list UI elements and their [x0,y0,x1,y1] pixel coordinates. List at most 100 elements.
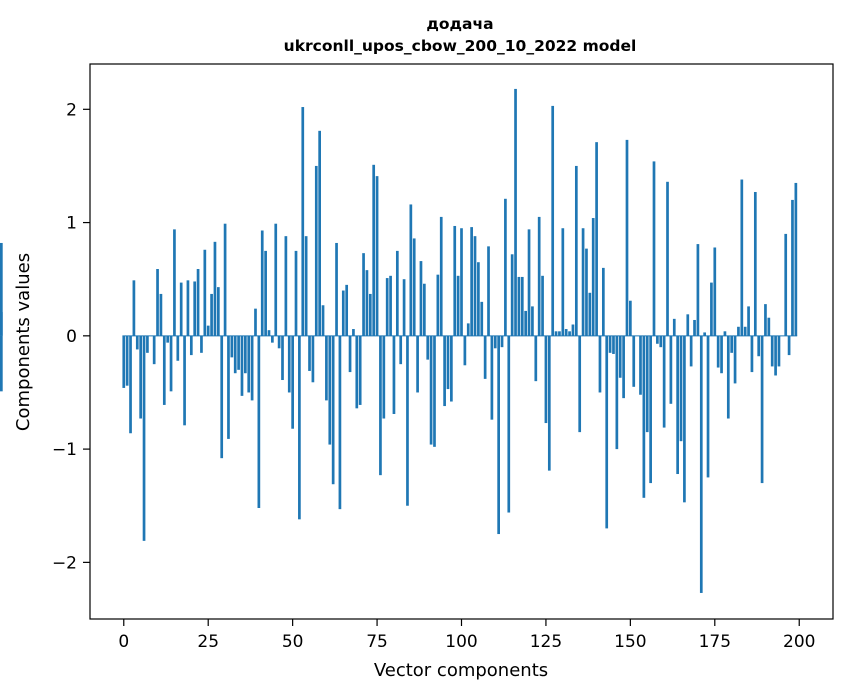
bar [656,335,659,344]
bar [179,282,183,336]
bar [429,335,433,445]
y-tick-label: −1 [52,440,77,460]
bar [477,262,480,336]
bar [787,335,791,356]
bar [135,335,139,350]
bar [473,236,477,336]
bar [433,335,436,447]
bar [220,335,224,459]
bar [595,142,598,336]
bar [723,331,727,336]
bar [176,335,180,361]
bar [139,335,143,419]
bar [0,335,3,392]
bar [402,279,406,336]
bar [395,250,399,336]
bar [659,335,663,348]
bar [237,335,240,370]
bar [189,335,193,356]
chart-title: додача [426,15,493,33]
bar [240,335,244,396]
bar [416,335,419,393]
bar [578,335,582,433]
x-tick-label: 0 [118,632,129,652]
bar [213,241,217,336]
bar [250,335,254,401]
bar [466,323,470,336]
bar [730,335,734,353]
bar [247,335,251,393]
bar [547,335,551,471]
bar [510,254,514,336]
bar [328,335,332,445]
bar [159,293,163,336]
bar [710,282,713,336]
bar [463,335,467,366]
bar [274,223,278,336]
bar [726,335,730,419]
bar [561,228,565,336]
bar [271,335,274,343]
bar [598,335,602,393]
bar [314,165,318,336]
bar [672,318,676,336]
bar [132,280,136,336]
bar [372,164,376,336]
bar [439,216,443,336]
bar [389,275,392,336]
bar [169,335,173,392]
bar [537,216,541,336]
bar [527,229,531,336]
bar [443,335,446,407]
bar [325,335,328,401]
bar [230,335,234,358]
bar [412,238,416,336]
x-tick-label: 200 [783,632,815,652]
bar [358,335,362,405]
y-tick-label: 2 [66,100,77,120]
bar [713,247,717,336]
bar [186,280,190,336]
bar [308,335,311,371]
bar [146,335,149,353]
bar [281,335,284,381]
bar [767,317,771,336]
bar [642,335,646,498]
bar [406,335,409,506]
bar [291,335,294,429]
bar [605,335,609,529]
bar [470,227,473,336]
bar [379,335,382,476]
bar [517,276,521,336]
bar [348,335,352,373]
bar [760,335,764,484]
bar [341,290,345,336]
bar [693,319,696,336]
y-tick-label: 1 [66,214,77,234]
x-tick-label: 50 [282,632,304,652]
bar [331,335,335,485]
bar [260,230,264,336]
bar [335,242,338,336]
bar [554,331,558,336]
bar [450,335,453,402]
bar [601,267,605,336]
bar [203,249,207,336]
bar [500,335,504,348]
bar [125,335,129,386]
bar [419,261,423,336]
bar [156,269,159,336]
x-tick-label: 75 [366,632,388,652]
bar [544,335,548,424]
bar [794,182,798,336]
bar [774,335,777,376]
y-tick-label: −2 [52,553,77,573]
bar [743,326,747,336]
bar [206,325,210,336]
x-tick-label: 150 [614,632,646,652]
bar [639,335,642,395]
x-tick-label: 125 [530,632,562,652]
bar [585,248,588,336]
bar [534,335,538,382]
